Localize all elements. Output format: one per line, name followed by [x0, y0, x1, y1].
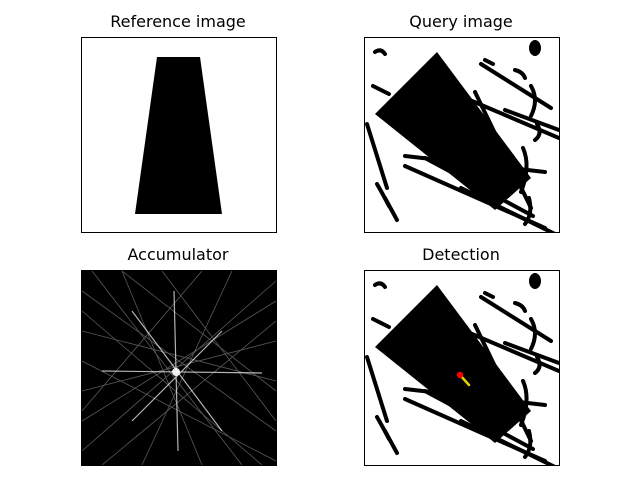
reference-image — [135, 57, 222, 214]
query-image-panel — [364, 37, 560, 233]
accumulator-panel — [81, 270, 277, 466]
accumulator-title: Accumulator — [127, 245, 229, 264]
query-trapezoid — [375, 52, 531, 210]
detection-point — [456, 371, 464, 379]
reference-image-panel — [81, 37, 277, 233]
detection-image — [365, 273, 559, 465]
detection-panel — [364, 270, 560, 466]
reference-image-title: Reference image — [110, 12, 246, 31]
query-image — [365, 40, 559, 232]
query-image-title: Query image — [409, 12, 513, 31]
detection-trapezoid — [375, 285, 531, 443]
reference-trapezoid — [135, 57, 222, 214]
accumulator-image — [82, 271, 276, 465]
detection-title: Detection — [422, 245, 500, 264]
